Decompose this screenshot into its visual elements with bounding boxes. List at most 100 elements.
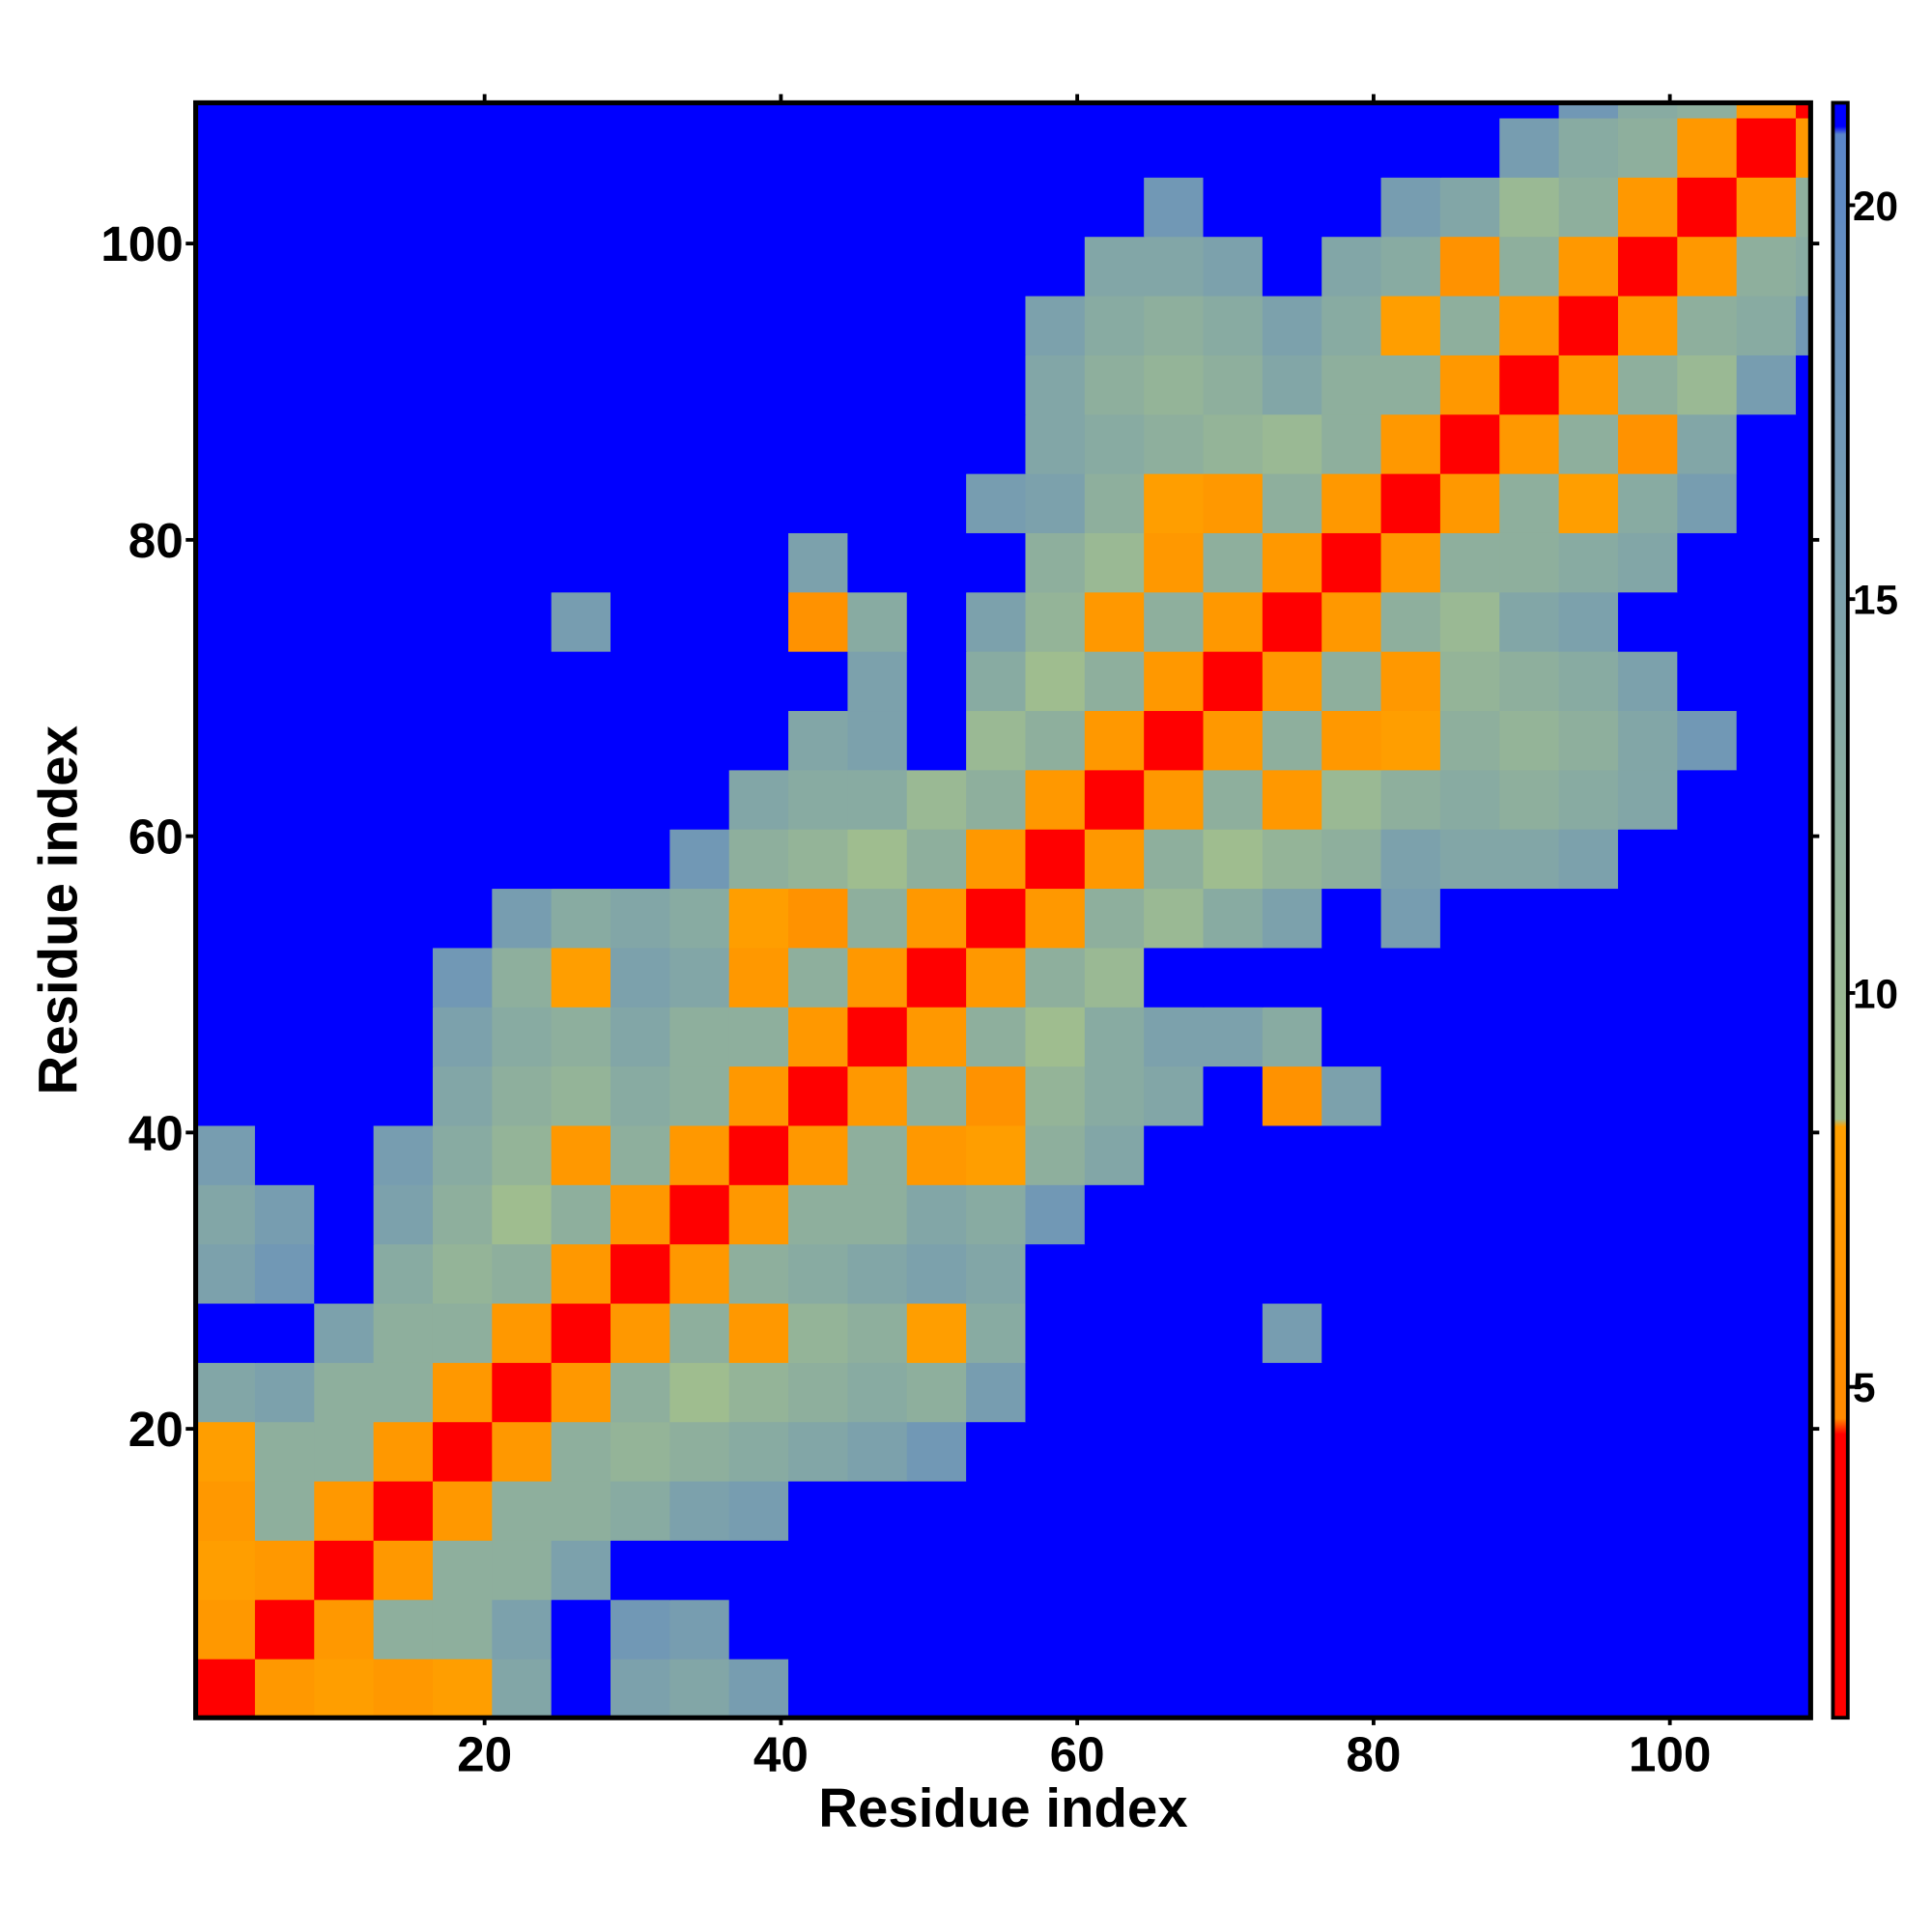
heatmap-cell	[1617, 769, 1679, 830]
heatmap-cell	[1203, 355, 1264, 415]
heatmap-cell	[1736, 532, 1797, 593]
heatmap-cell	[1796, 1480, 1812, 1541]
heatmap-cell	[195, 888, 256, 949]
heatmap-cell	[1144, 710, 1205, 771]
heatmap-cell	[254, 1007, 316, 1067]
heatmap-cell	[1262, 888, 1322, 949]
heatmap-cell	[314, 472, 375, 533]
heatmap-cell	[966, 472, 1027, 533]
heatmap-cell	[373, 413, 434, 474]
heatmap-cell	[1203, 888, 1264, 949]
heatmap-cell	[1617, 413, 1679, 474]
heatmap-cell	[728, 1421, 789, 1482]
heatmap-cell	[1439, 1243, 1501, 1304]
heatmap-cell	[1380, 1540, 1441, 1601]
heatmap-cell	[551, 1421, 611, 1482]
heatmap-cell	[1617, 1184, 1679, 1245]
heatmap-cell	[195, 413, 256, 474]
heatmap-cell	[1558, 1124, 1619, 1185]
heatmap-cell	[669, 295, 730, 355]
heatmap-cell	[1380, 1184, 1441, 1245]
heatmap-cell	[314, 413, 375, 474]
heatmap-cell	[669, 102, 730, 119]
heatmap-cell	[1203, 947, 1264, 1008]
heatmap-cell	[847, 236, 908, 297]
heatmap-cell	[551, 828, 611, 890]
heatmap-cell	[669, 472, 730, 533]
heatmap-cell	[966, 102, 1027, 119]
x-tick-label: 60	[1050, 1726, 1105, 1781]
heatmap-cell	[966, 1540, 1027, 1601]
heatmap-cell	[611, 1124, 671, 1185]
heatmap-cell	[1796, 295, 1812, 355]
heatmap-cell	[1617, 295, 1679, 355]
heatmap-cell	[1380, 710, 1441, 771]
heatmap-cell	[1262, 1599, 1322, 1660]
heatmap-cell	[906, 947, 967, 1008]
heatmap-cell	[1025, 1302, 1086, 1363]
heatmap-cell	[1796, 1184, 1812, 1245]
heatmap-cell	[669, 591, 730, 652]
heatmap-cell	[1262, 472, 1322, 533]
heatmap-cell	[1380, 947, 1441, 1008]
heatmap-cell	[611, 1065, 671, 1126]
heatmap-cell	[669, 1007, 730, 1067]
heatmap-cell	[1558, 1658, 1619, 1719]
heatmap-cell	[669, 1421, 730, 1482]
heatmap-cell	[1144, 355, 1205, 415]
heatmap-cell	[373, 1302, 434, 1363]
heatmap-cell	[1677, 1302, 1738, 1363]
heatmap-cell	[1677, 177, 1738, 238]
heatmap-cell	[1084, 295, 1145, 355]
heatmap-cell	[847, 1302, 908, 1363]
heatmap-cell	[551, 1124, 611, 1185]
heatmap-cell	[1439, 1007, 1501, 1067]
heatmap-cell	[492, 710, 553, 771]
heatmap-cell	[1558, 650, 1619, 712]
heatmap-cell	[1084, 828, 1145, 890]
heatmap-cell	[373, 1658, 434, 1719]
heatmap-cell	[373, 828, 434, 890]
heatmap-cell	[492, 947, 553, 1008]
heatmap-cell	[373, 888, 434, 949]
heatmap-cell	[611, 177, 671, 238]
heatmap-cell	[1796, 591, 1812, 652]
heatmap-cell	[1499, 591, 1560, 652]
heatmap-cell	[1796, 769, 1812, 830]
heatmap-cell	[551, 591, 611, 652]
heatmap-cell	[314, 1124, 375, 1185]
heatmap-cell	[1677, 710, 1738, 771]
heatmap-cell	[1736, 1124, 1797, 1185]
heatmap-cell	[1144, 1362, 1205, 1423]
heatmap-cell	[432, 1421, 494, 1482]
heatmap-cell	[373, 1362, 434, 1423]
heatmap-cell	[847, 532, 908, 593]
heatmap-cell	[1084, 1124, 1145, 1185]
heatmap-cell	[373, 1065, 434, 1126]
heatmap-cell	[1439, 828, 1501, 890]
heatmap-cell	[1380, 177, 1441, 238]
heatmap-cell	[195, 117, 256, 178]
heatmap-cell	[373, 177, 434, 238]
heatmap-cell	[195, 650, 256, 712]
heatmap-cell	[314, 828, 375, 890]
heatmap-cell	[1736, 1540, 1797, 1601]
heatmap-cell	[1499, 177, 1560, 238]
heatmap-cell	[611, 236, 671, 297]
heatmap-cell	[254, 295, 316, 355]
heatmap-cell	[611, 1480, 671, 1541]
heatmap-cell	[1558, 102, 1619, 119]
heatmap-cell	[254, 472, 316, 533]
heatmap-cell	[1558, 888, 1619, 949]
heatmap-cell	[728, 828, 789, 890]
heatmap-cell	[373, 1480, 434, 1541]
heatmap-cell	[1736, 117, 1797, 178]
heatmap-cell	[1084, 947, 1145, 1008]
heatmap-cell	[254, 102, 316, 119]
heatmap-cell	[669, 177, 730, 238]
heatmap-cell	[1439, 1421, 1501, 1482]
heatmap-cell	[1025, 1065, 1086, 1126]
heatmap-cell	[1796, 177, 1812, 238]
heatmap-cell	[1262, 710, 1322, 771]
heatmap-cell	[195, 1007, 256, 1067]
